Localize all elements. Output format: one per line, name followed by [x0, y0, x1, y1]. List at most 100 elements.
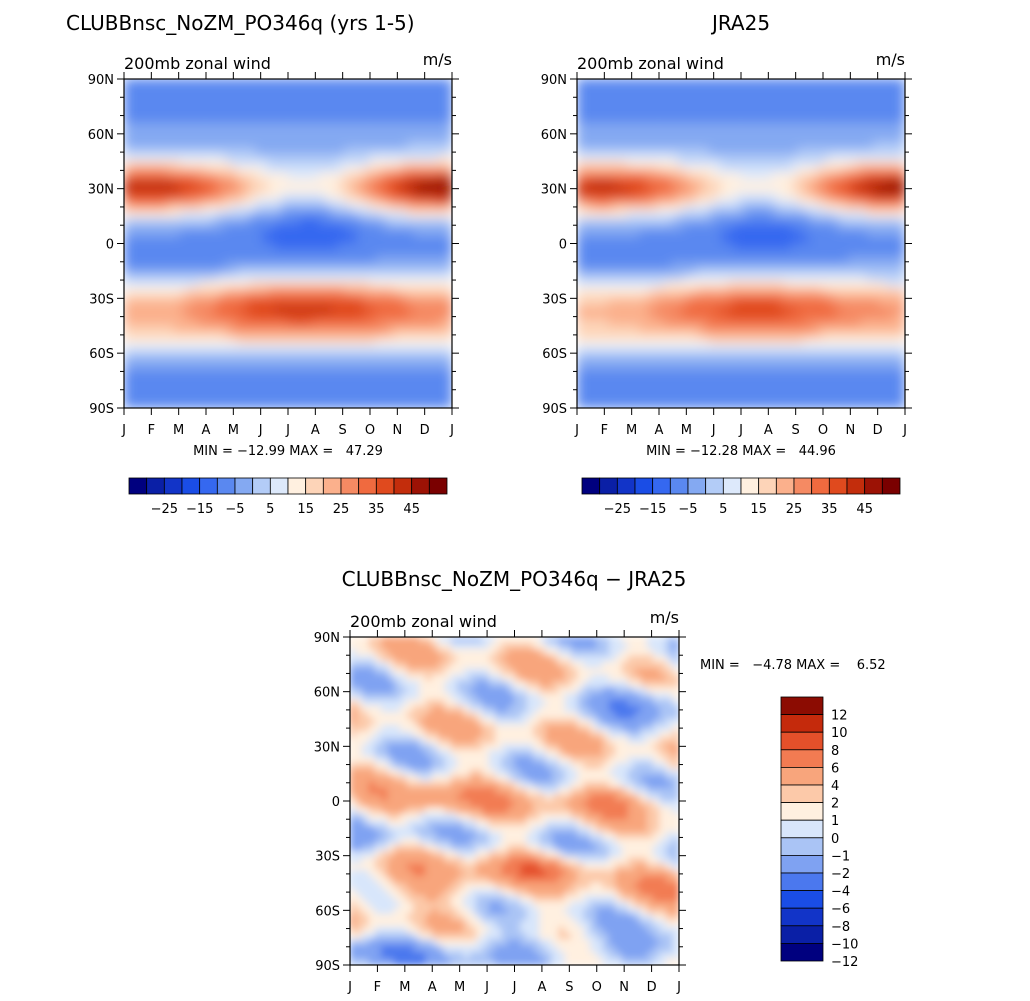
heatmap-cell: [426, 91, 434, 99]
heatmap-cell: [401, 179, 409, 188]
heatmap-cell: [237, 79, 245, 86]
x-tick-label: J: [258, 423, 263, 438]
heatmap-cell: [835, 192, 843, 200]
heatmap-cell: [671, 135, 679, 143]
heatmap-cell: [249, 382, 257, 390]
heatmap-cell: [633, 287, 641, 295]
heatmap-cell: [394, 129, 403, 137]
heatmap-cell: [601, 299, 610, 308]
heatmap-cell: [822, 97, 830, 105]
heatmap-cell: [161, 116, 169, 124]
heatmap-cell: [595, 154, 603, 162]
heatmap-cell: [620, 293, 628, 301]
heatmap-cell: [173, 318, 182, 327]
heatmap-cell: [293, 299, 302, 308]
heatmap-cell: [293, 255, 302, 263]
heatmap-cell: [797, 249, 805, 257]
heatmap-cell: [614, 312, 622, 320]
heatmap-cell: [167, 268, 175, 276]
heatmap-cell: [124, 312, 131, 320]
heatmap-cell: [186, 167, 194, 175]
heatmap-cell: [445, 236, 452, 244]
heatmap-cell: [237, 135, 245, 143]
heatmap-cell: [419, 205, 428, 213]
heatmap-cell: [319, 205, 327, 213]
heatmap-cell: [262, 192, 270, 200]
heatmap-cell: [772, 350, 780, 358]
heatmap-cell: [778, 148, 786, 156]
heatmap-cell: [582, 274, 591, 282]
heatmap-cell: [394, 388, 403, 396]
heatmap-cell: [388, 167, 396, 175]
colorbar-label: 5: [266, 502, 274, 517]
heatmap-cell: [129, 198, 138, 207]
heatmap-cell: [822, 84, 830, 93]
heatmap-cell: [356, 274, 365, 282]
heatmap-cell: [677, 211, 685, 219]
heatmap-cell: [816, 211, 824, 219]
heatmap-cell: [683, 350, 692, 358]
heatmap-cell: [136, 337, 144, 346]
heatmap-cell: [350, 261, 358, 270]
heatmap-cell: [337, 103, 346, 112]
heatmap-cell: [702, 382, 710, 390]
heatmap-cell: [382, 148, 390, 156]
heatmap-cell: [577, 249, 584, 257]
heatmap-cell: [224, 79, 232, 86]
heatmap-cell: [124, 375, 131, 384]
heatmap-cell: [300, 382, 308, 390]
heatmap-cell: [721, 306, 729, 314]
heatmap-cell: [369, 312, 377, 320]
heatmap-cell: [626, 230, 635, 238]
heatmap-cell: [778, 91, 786, 99]
heatmap-cell: [639, 160, 647, 169]
heatmap-cell: [167, 198, 175, 207]
heatmap-cell: [129, 160, 138, 169]
heatmap-cell: [218, 261, 226, 270]
heatmap-cell: [230, 394, 239, 403]
heatmap-cell: [664, 401, 673, 408]
heatmap-cell: [148, 394, 157, 403]
heatmap-cell: [388, 394, 396, 403]
heatmap-cell: [293, 217, 302, 226]
heatmap-cell: [790, 236, 799, 244]
heatmap-cell: [363, 91, 371, 99]
heatmap-cell: [211, 382, 220, 390]
heatmap-cell: [401, 325, 409, 333]
heatmap-cell: [363, 192, 371, 200]
heatmap-cell: [734, 344, 742, 352]
heatmap-cell: [582, 173, 591, 181]
heatmap-cell: [274, 236, 283, 244]
heatmap-cell: [671, 91, 679, 99]
heatmap-cell: [237, 116, 245, 124]
heatmap-cell: [337, 255, 346, 263]
heatmap-cell: [715, 306, 723, 314]
heatmap-cell: [192, 84, 201, 93]
heatmap-cell: [740, 224, 748, 232]
heatmap-cell: [614, 198, 622, 207]
heatmap-cell: [746, 356, 755, 365]
heatmap-cell: [715, 249, 723, 257]
heatmap-cell: [306, 356, 314, 365]
heatmap-cell: [614, 217, 622, 226]
heatmap-cell: [582, 129, 591, 137]
heatmap-cell: [375, 287, 384, 295]
heatmap-cell: [426, 211, 434, 219]
heatmap-cell: [344, 160, 352, 169]
heatmap-cell: [319, 179, 327, 188]
heatmap-cell: [740, 84, 748, 93]
heatmap-cell: [337, 249, 346, 257]
heatmap-cell: [419, 375, 428, 384]
heatmap-cell: [438, 84, 447, 93]
heatmap-cell: [369, 154, 377, 162]
heatmap-cell: [658, 375, 666, 384]
heatmap-cell: [155, 160, 163, 169]
heatmap-cell: [192, 141, 201, 150]
heatmap-cell: [129, 274, 138, 282]
heatmap-cell: [828, 312, 837, 320]
heatmap-cell: [300, 79, 308, 86]
heatmap-cell: [772, 230, 780, 238]
heatmap-cell: [772, 154, 780, 162]
heatmap-cell: [432, 274, 440, 282]
heatmap-cell: [312, 167, 321, 175]
